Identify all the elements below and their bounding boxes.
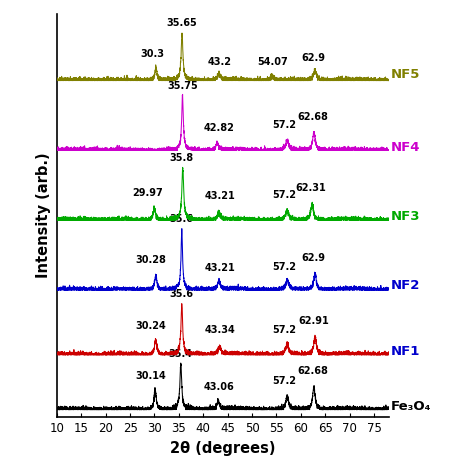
Text: 43.21: 43.21 [205,191,236,201]
Text: NF1: NF1 [391,345,420,358]
Text: 29.97: 29.97 [132,188,163,198]
Text: 30.24: 30.24 [136,320,166,330]
Text: 54.07: 54.07 [257,57,288,67]
Text: 43.2: 43.2 [207,56,231,67]
Text: 62.91: 62.91 [298,316,329,326]
Text: 35.6: 35.6 [170,289,194,299]
Text: NF4: NF4 [391,141,420,154]
Text: 57.2: 57.2 [272,120,296,130]
Text: 62.68: 62.68 [297,366,328,376]
Text: 35.4: 35.4 [169,349,193,359]
Text: 35.75: 35.75 [167,81,198,91]
Y-axis label: Intensity (arb.): Intensity (arb.) [36,153,51,279]
Text: 57.2: 57.2 [272,262,296,272]
Text: 43.06: 43.06 [204,382,235,392]
Text: 62.68: 62.68 [297,112,328,122]
Text: 42.82: 42.82 [204,123,235,133]
Text: Fe₃O₄: Fe₃O₄ [391,400,432,413]
Text: 62.9: 62.9 [301,53,325,63]
Text: 57.2: 57.2 [272,325,296,335]
Text: 30.14: 30.14 [135,371,166,381]
Text: 62.9: 62.9 [301,253,325,263]
Text: 35.8: 35.8 [170,153,194,163]
Text: NF3: NF3 [391,210,420,223]
Text: 43.21: 43.21 [205,263,236,273]
Text: 35.6: 35.6 [170,214,194,224]
X-axis label: 2θ (degrees): 2θ (degrees) [170,440,275,456]
Text: NF2: NF2 [391,279,420,292]
Text: 30.3: 30.3 [140,49,164,59]
Text: 57.2: 57.2 [272,190,296,200]
Text: 35.65: 35.65 [167,18,197,28]
Text: 30.28: 30.28 [135,255,166,265]
Text: 62.31: 62.31 [295,183,326,193]
Text: NF5: NF5 [391,68,420,81]
Text: 43.34: 43.34 [205,325,236,335]
Text: 57.2: 57.2 [272,376,296,386]
